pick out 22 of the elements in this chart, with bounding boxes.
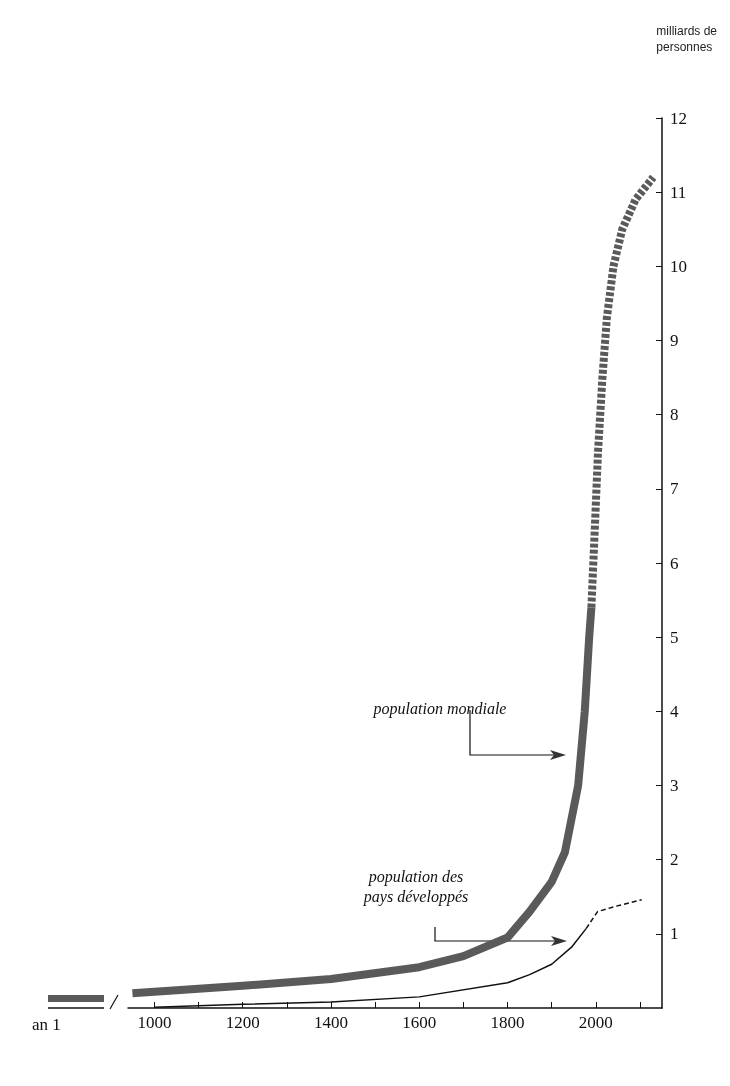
y-tick-label: 2: [670, 850, 679, 870]
y-tick-label: 11: [670, 182, 687, 202]
x-tick-label: 1200: [225, 1013, 260, 1032]
y-tick-label: 3: [670, 776, 679, 795]
annotation: population mondiale: [372, 699, 507, 718]
y-tick-label: 8: [670, 405, 679, 425]
x-tick-label: 1600: [402, 1013, 437, 1032]
y-tick-label: 1: [670, 924, 679, 944]
y-tick-label: 4: [670, 701, 679, 721]
y-tick-label: 12: [670, 108, 687, 128]
y-tick-label: 7: [670, 479, 679, 499]
y-tick-label: 6: [670, 553, 679, 573]
y-tick-label: 5: [670, 627, 679, 647]
text: an 1: [32, 1015, 61, 1034]
y-tick-label: 9: [670, 331, 679, 350]
x-tick-label: 1800: [490, 1013, 525, 1032]
x-tick-label: 1400: [314, 1013, 349, 1032]
y-tick-label: 10: [670, 256, 687, 276]
y-axis-title: milliards de personnes: [656, 24, 718, 54]
annotation: population des pays développés: [362, 867, 469, 906]
x-tick-label: 1000: [137, 1013, 172, 1032]
x-tick-label: 2000: [578, 1013, 613, 1032]
